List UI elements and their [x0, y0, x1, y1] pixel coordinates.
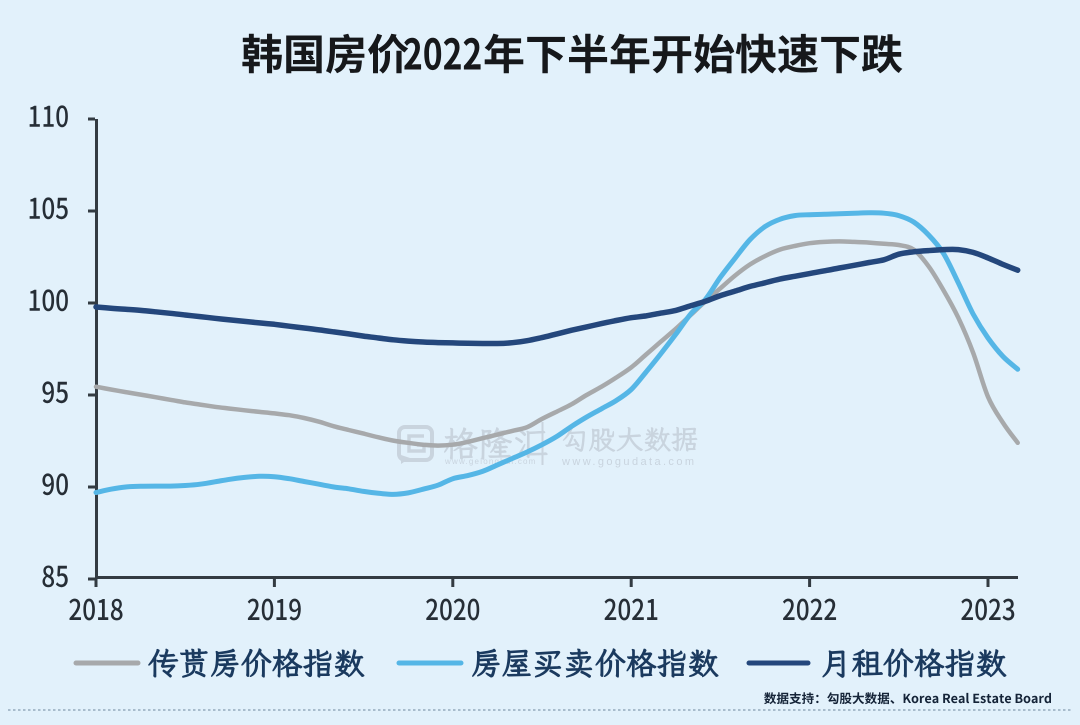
- svg-text:www.gogudata.com: www.gogudata.com: [561, 456, 696, 468]
- svg-text:www.gelonghui.com: www.gelonghui.com: [444, 457, 537, 466]
